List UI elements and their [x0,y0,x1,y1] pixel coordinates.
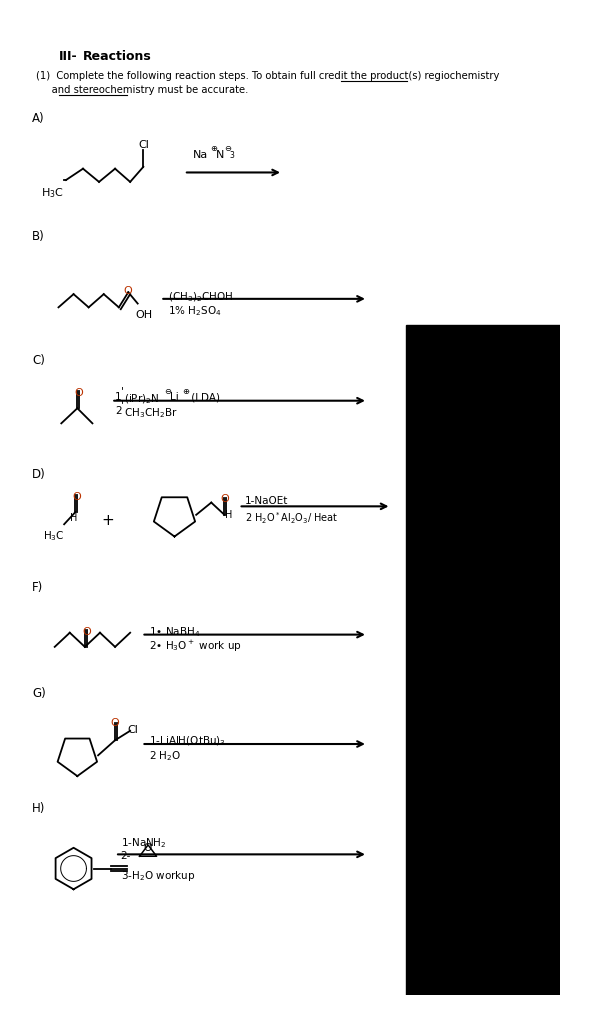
Text: C): C) [32,354,45,368]
Text: 2 H$_2$O$^*$Al$_2$O$_3$/ Heat: 2 H$_2$O$^*$Al$_2$O$_3$/ Heat [245,510,339,525]
Text: Cl: Cl [138,140,150,150]
Text: O: O [72,493,81,502]
Text: CH$_3$CH$_2$Br: CH$_3$CH$_2$Br [125,407,178,420]
Text: H: H [69,513,77,523]
Text: 1-LiAlH(OtBu)$_3$: 1-LiAlH(OtBu)$_3$ [149,734,226,749]
Text: 2: 2 [115,407,122,417]
Text: $_3$: $_3$ [229,150,236,162]
Text: 1% H$_2$SO$_4$: 1% H$_2$SO$_4$ [168,304,222,318]
Text: F): F) [32,581,43,594]
Text: 1-NaNH$_2$: 1-NaNH$_2$ [121,837,166,850]
Text: III-: III- [58,50,77,62]
Text: Li: Li [170,392,179,402]
Text: B): B) [32,230,45,243]
Text: H$_3$C: H$_3$C [42,186,64,201]
Text: 2 H$_2$O: 2 H$_2$O [149,749,181,763]
Text: G): G) [32,687,46,700]
Text: (iPr)$_2$N: (iPr)$_2$N [125,392,160,406]
Text: Cl: Cl [127,725,138,735]
Text: $\ominus$: $\ominus$ [164,387,172,395]
Text: O: O [143,843,151,853]
Text: N: N [216,150,225,160]
Text: 1• NaBH$_4$: 1• NaBH$_4$ [149,626,200,639]
Text: +: + [101,513,113,528]
Text: $\ominus$: $\ominus$ [223,144,232,154]
Text: $\oplus$: $\oplus$ [182,387,190,395]
Text: and stereochemistry must be accurate.: and stereochemistry must be accurate. [36,85,248,95]
Text: O: O [82,627,91,637]
Text: ': ' [121,399,124,410]
Text: (1)  Complete the following reaction steps. To obtain full credit the product(s): (1) Complete the following reaction step… [36,71,499,81]
Text: H$_3$C: H$_3$C [43,529,65,543]
Text: (CH$_3$)$_2$CHOH: (CH$_3$)$_2$CHOH [168,291,233,304]
Text: Na: Na [193,150,208,160]
Text: O: O [110,718,119,728]
Text: 3-H$_2$O workup: 3-H$_2$O workup [121,868,195,883]
Text: H): H) [32,803,46,815]
Text: H: H [225,510,233,520]
Text: D): D) [32,468,46,480]
Text: 2-: 2- [121,851,131,860]
Text: OH: OH [136,310,153,321]
Text: ': ' [121,386,124,395]
Text: 1-NaOEt: 1-NaOEt [245,496,289,506]
Text: 2• H$_3$O$^+$ work up: 2• H$_3$O$^+$ work up [149,639,242,654]
Text: $\oplus$: $\oplus$ [210,144,219,154]
Text: Reactions: Reactions [83,50,151,62]
Bar [406,326,560,995]
Text: O: O [124,286,132,296]
Text: O: O [74,388,83,398]
Text: A): A) [32,112,45,125]
Text: O: O [221,495,229,504]
Text: 1: 1 [115,392,122,402]
Text: (LDA): (LDA) [188,392,220,402]
